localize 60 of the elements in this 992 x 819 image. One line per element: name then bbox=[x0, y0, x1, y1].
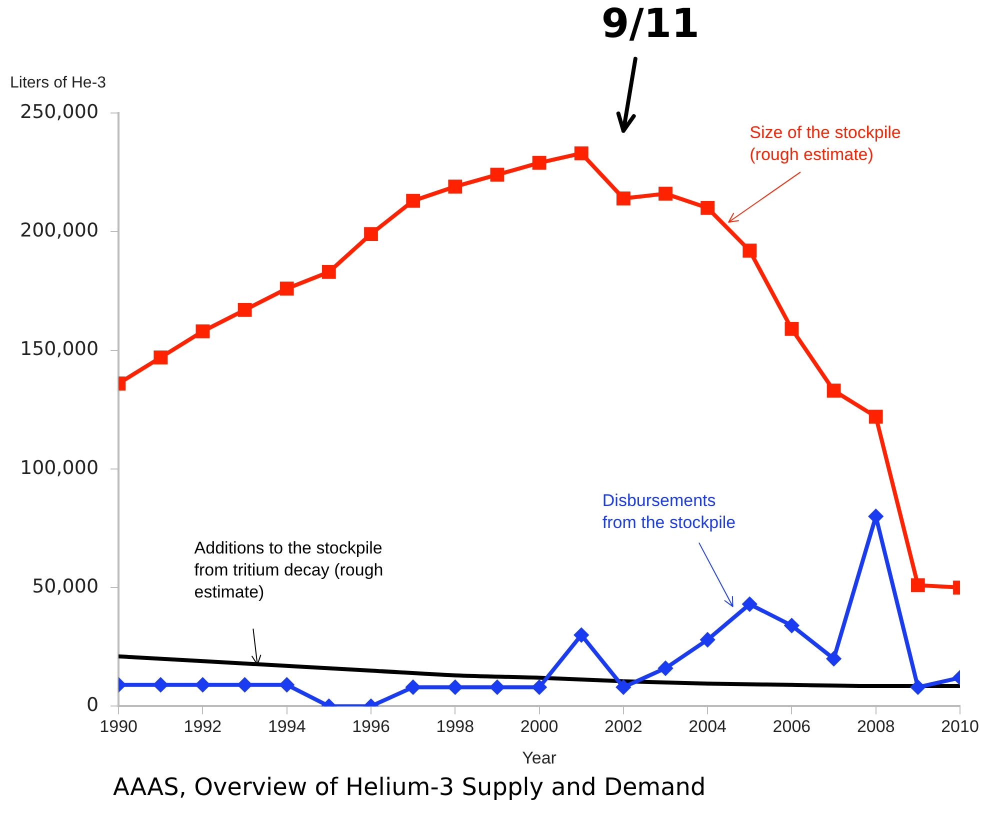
x-tick-label: 1994 bbox=[268, 717, 306, 736]
point bbox=[154, 350, 168, 364]
point bbox=[532, 680, 546, 694]
point bbox=[238, 678, 252, 692]
text: Disbursements from the stockpile bbox=[602, 490, 736, 532]
point bbox=[574, 628, 588, 642]
point bbox=[826, 384, 841, 398]
point bbox=[700, 200, 715, 215]
point bbox=[196, 678, 210, 692]
point bbox=[364, 227, 378, 241]
text: AAAS, Overview of Helium-3 Supply and Demand bbox=[113, 773, 707, 801]
point bbox=[322, 265, 336, 279]
point bbox=[910, 680, 925, 694]
x-tick-label: 1998 bbox=[436, 717, 474, 736]
point bbox=[280, 678, 294, 692]
point bbox=[742, 244, 757, 258]
point bbox=[658, 661, 672, 676]
point bbox=[910, 578, 925, 592]
point bbox=[154, 678, 168, 692]
point bbox=[742, 597, 757, 612]
point bbox=[616, 191, 630, 206]
point bbox=[448, 180, 462, 194]
x-tick-label: 1990 bbox=[100, 717, 138, 736]
text: Size of the stockpile (rough estimate) bbox=[750, 123, 901, 164]
point bbox=[490, 680, 504, 694]
point bbox=[406, 680, 420, 694]
y-tick-label: 0 bbox=[86, 694, 99, 716]
point bbox=[574, 146, 588, 160]
y-tick-label: 250,000 bbox=[20, 100, 99, 123]
y-tick-label: 50,000 bbox=[32, 575, 99, 598]
y-tick-label: 100,000 bbox=[20, 456, 99, 479]
x-tick-label: 2010 bbox=[941, 717, 979, 736]
point bbox=[700, 632, 715, 647]
point bbox=[448, 680, 462, 694]
x-tick-label: 1996 bbox=[352, 717, 390, 736]
x-axis-title: Year bbox=[522, 748, 557, 768]
text: Additions to the stockpile from tritium decay (rough estimate) bbox=[194, 538, 384, 602]
point bbox=[406, 194, 420, 208]
x-tick-label: 1992 bbox=[184, 717, 222, 736]
point bbox=[616, 680, 630, 694]
point bbox=[658, 186, 672, 201]
point bbox=[868, 509, 883, 524]
point bbox=[784, 618, 799, 633]
x-tick-label: 2002 bbox=[604, 717, 642, 736]
text: 9/11 bbox=[601, 0, 700, 47]
x-tick-label: 2000 bbox=[520, 717, 558, 736]
y-axis-title: Liters of He-3 bbox=[10, 74, 106, 92]
point bbox=[238, 302, 252, 317]
point bbox=[784, 322, 799, 336]
x-tick-label: 2004 bbox=[688, 717, 726, 736]
point bbox=[490, 168, 504, 182]
point bbox=[868, 410, 883, 424]
point bbox=[826, 652, 841, 666]
point bbox=[280, 282, 294, 296]
x-tick-label: 2006 bbox=[772, 717, 811, 736]
y-tick-label: 150,000 bbox=[20, 338, 99, 360]
x-tick-label: 2008 bbox=[856, 717, 895, 736]
y-tick-label: 200,000 bbox=[20, 220, 99, 242]
point bbox=[196, 324, 210, 338]
point bbox=[532, 156, 546, 170]
